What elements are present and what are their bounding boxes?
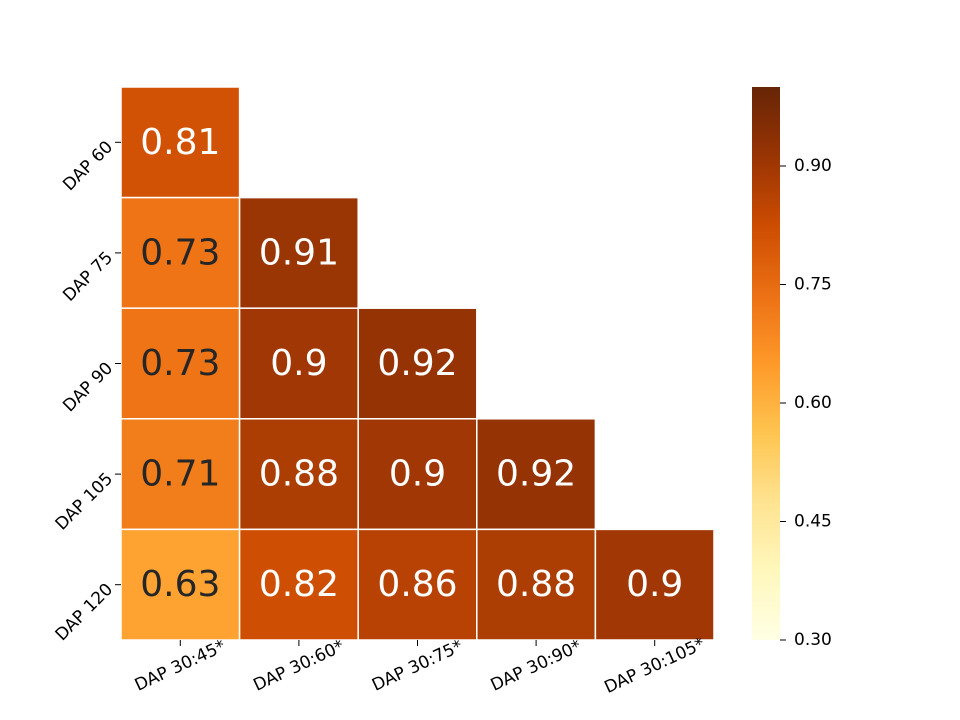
cell-value-label: 0.9 <box>270 343 327 384</box>
y-tick-label: DAP 75 <box>59 248 117 306</box>
y-tick-label: DAP 60 <box>59 137 117 195</box>
colorbar-tick-label: 0.60 <box>794 393 832 413</box>
cell-value-label: 0.9 <box>626 564 683 605</box>
heatmap-cell <box>238 418 359 531</box>
cell-value-label: 0.88 <box>259 454 339 495</box>
heatmap-cells <box>120 86 715 641</box>
cell-value-label: 0.92 <box>496 454 576 495</box>
cell-value-label: 0.81 <box>140 122 220 163</box>
heatmap-cell <box>476 528 597 641</box>
heatmap-cell <box>476 418 597 531</box>
y-tick-label: DAP 120 <box>52 580 117 645</box>
heatmap-cell <box>120 86 241 199</box>
cell-value-label: 0.63 <box>140 564 220 605</box>
heatmap-cell <box>357 307 478 420</box>
colorbar-tick-label: 0.45 <box>794 512 832 532</box>
cell-value-label: 0.71 <box>140 454 220 495</box>
cell-value-label: 0.92 <box>377 343 457 384</box>
cell-value-label: 0.91 <box>259 232 339 273</box>
cell-value-label: 0.86 <box>377 564 457 605</box>
heatmap-cell <box>120 196 241 309</box>
y-axis: DAP 60 DAP 75 DAP 90 DAP 105 DAP 120 <box>52 137 121 645</box>
cell-value-label: 0.88 <box>496 564 576 605</box>
colorbar-ticks: 0.30 0.45 0.60 0.75 0.90 <box>780 156 832 650</box>
colorbar-tick-label: 0.30 <box>794 630 832 650</box>
cell-value-label: 0.9 <box>389 454 446 495</box>
colorbar-gradient <box>752 87 780 640</box>
colorbar-tick-label: 0.90 <box>794 156 832 176</box>
cell-value-label: 0.82 <box>259 564 339 605</box>
heatmap-cell <box>120 307 241 420</box>
y-tick-label: DAP 90 <box>59 358 117 416</box>
x-axis: DAP 30:45* DAP 30:60* DAP 30:75* DAP 30:90*… <box>132 634 708 698</box>
heatmap-cell <box>357 528 478 641</box>
heatmap-cell <box>238 307 359 420</box>
colorbar-tick-label: 0.75 <box>794 275 832 295</box>
y-tick-label: DAP 105 <box>52 469 117 534</box>
heatmap-cell <box>594 528 715 641</box>
cell-value-label: 0.73 <box>140 232 220 273</box>
cell-value-label: 0.73 <box>140 343 220 384</box>
heatmap-cell <box>238 196 359 309</box>
colorbar: 0.30 0.45 0.60 0.75 0.90 <box>752 87 832 650</box>
heatmap-cell-labels: 0.81 0.73 0.91 0.73 0.9 0.92 0.71 0.88 0.9 0.92 0.… <box>140 122 683 605</box>
heatmap-cell <box>238 528 359 641</box>
